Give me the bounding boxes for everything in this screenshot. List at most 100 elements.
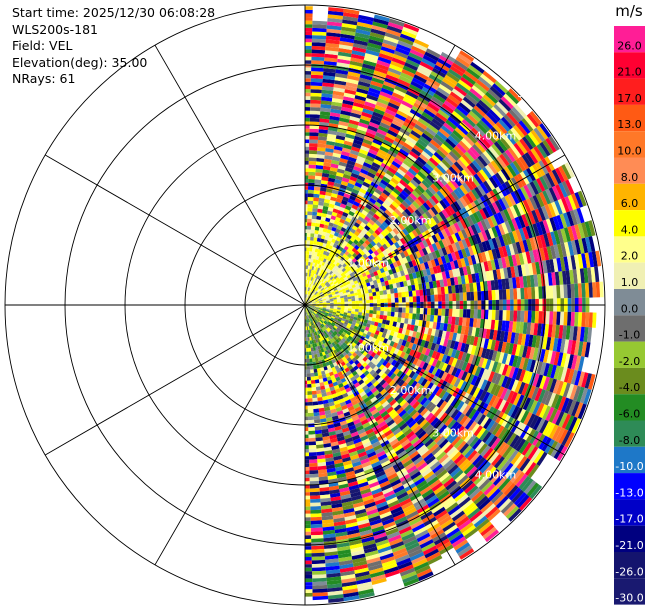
velocity-gate (432, 280, 438, 289)
velocity-gate (373, 348, 379, 354)
velocity-gate (345, 163, 355, 170)
velocity-gate (499, 268, 505, 280)
velocity-gate (327, 398, 334, 403)
velocity-gate (464, 362, 472, 373)
velocity-gate (340, 423, 349, 430)
velocity-gate (572, 326, 578, 341)
velocity-gate (376, 198, 384, 205)
velocity-gate (379, 327, 385, 333)
velocity-gate (382, 426, 391, 434)
velocity-gate (461, 229, 468, 239)
velocity-gate (358, 239, 365, 245)
velocity-gate (381, 221, 389, 229)
velocity-gate (340, 309, 345, 313)
velocity-gate (394, 241, 401, 249)
velocity-gate (358, 224, 365, 231)
velocity-gate (455, 292, 460, 301)
velocity-gate (474, 327, 480, 338)
velocity-gate (307, 291, 310, 295)
velocity-gate (372, 365, 379, 372)
velocity-gate (502, 462, 514, 476)
velocity-gate (470, 375, 478, 386)
velocity-gate (317, 317, 321, 321)
velocity-gate (309, 251, 312, 255)
velocity-gate (491, 174, 502, 187)
velocity-gate (306, 279, 309, 284)
velocity-gate (462, 417, 472, 428)
velocity-gate (430, 183, 440, 193)
velocity-gate (398, 564, 414, 574)
velocity-gate (473, 309, 478, 319)
velocity-gate (433, 204, 442, 214)
velocity-gate (325, 361, 330, 367)
velocity-gate (312, 394, 318, 399)
velocity-gate (482, 526, 497, 540)
velocity-gate (432, 266, 438, 274)
velocity-gate (312, 285, 316, 290)
velocity-gate (366, 381, 373, 388)
velocity-gate (342, 588, 359, 595)
velocity-gate (308, 452, 317, 457)
velocity-gate (355, 337, 361, 342)
velocity-gate (452, 268, 458, 278)
velocity-gate (379, 245, 386, 252)
velocity-gate (309, 314, 312, 318)
velocity-gate (357, 247, 363, 253)
velocity-gate (515, 276, 521, 289)
velocity-gate (309, 466, 318, 471)
velocity-gate (462, 182, 472, 193)
velocity-gate (482, 207, 491, 219)
velocity-gate (344, 250, 350, 256)
velocity-gate (344, 260, 350, 266)
velocity-gate (307, 294, 310, 299)
velocity-gate (327, 225, 333, 231)
velocity-gate (350, 172, 359, 179)
velocity-gate (307, 307, 310, 311)
velocity-gate (322, 326, 326, 331)
velocity-gate (316, 275, 319, 279)
velocity-gate (513, 104, 527, 118)
velocity-gate (409, 48, 425, 59)
velocity-gate (305, 312, 307, 316)
velocity-gate (318, 333, 323, 338)
velocity-gate (422, 202, 431, 211)
velocity-gate (372, 138, 383, 146)
velocity-gate (439, 188, 448, 198)
velocity-gate (504, 377, 512, 389)
velocity-gate (329, 329, 334, 334)
velocity-gate (341, 177, 350, 183)
velocity-gate (457, 369, 465, 380)
velocity-gate (396, 215, 404, 224)
velocity-gate (547, 203, 557, 218)
velocity-gate (579, 268, 585, 284)
velocity-gate (307, 300, 311, 303)
velocity-gate (452, 332, 458, 342)
velocity-gate (369, 32, 385, 40)
velocity-gate (425, 494, 438, 505)
velocity-gate (323, 158, 332, 164)
velocity-gate (507, 193, 517, 206)
velocity-gate (435, 360, 442, 369)
velocity-gate (375, 501, 388, 509)
velocity-gate (345, 518, 358, 525)
velocity-gate (518, 252, 525, 265)
velocity-gate (342, 211, 349, 218)
velocity-gate (446, 278, 452, 287)
velocity-gate (311, 549, 325, 554)
velocity-gate (312, 320, 316, 325)
velocity-gate (410, 324, 415, 332)
velocity-gate (442, 459, 454, 470)
velocity-gate (512, 321, 517, 333)
velocity-gate (441, 371, 448, 381)
velocity-gate (434, 90, 448, 101)
velocity-gate (520, 410, 530, 424)
velocity-gate (322, 300, 327, 302)
velocity-gate (334, 334, 339, 339)
velocity-gate (340, 305, 345, 309)
velocity-gate (393, 513, 406, 522)
velocity-gate (526, 275, 532, 288)
velocity-gate (519, 276, 524, 289)
velocity-gate (456, 143, 467, 154)
velocity-gate (511, 489, 524, 504)
velocity-gate (464, 326, 470, 336)
